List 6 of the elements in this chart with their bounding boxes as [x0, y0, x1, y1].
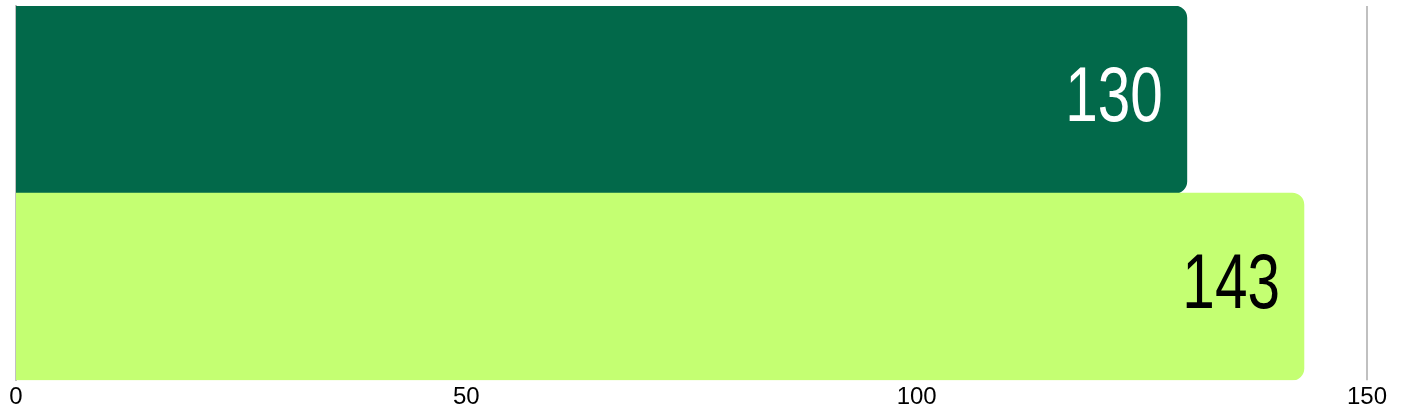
- x-tick-label: 100: [896, 382, 937, 410]
- data-label: 130: [1065, 50, 1163, 139]
- x-tick-label: 150: [1346, 382, 1388, 410]
- x-tick-label: 50: [452, 382, 480, 410]
- data-label: 143: [1182, 238, 1280, 326]
- x-tick-label: 0: [9, 382, 23, 410]
